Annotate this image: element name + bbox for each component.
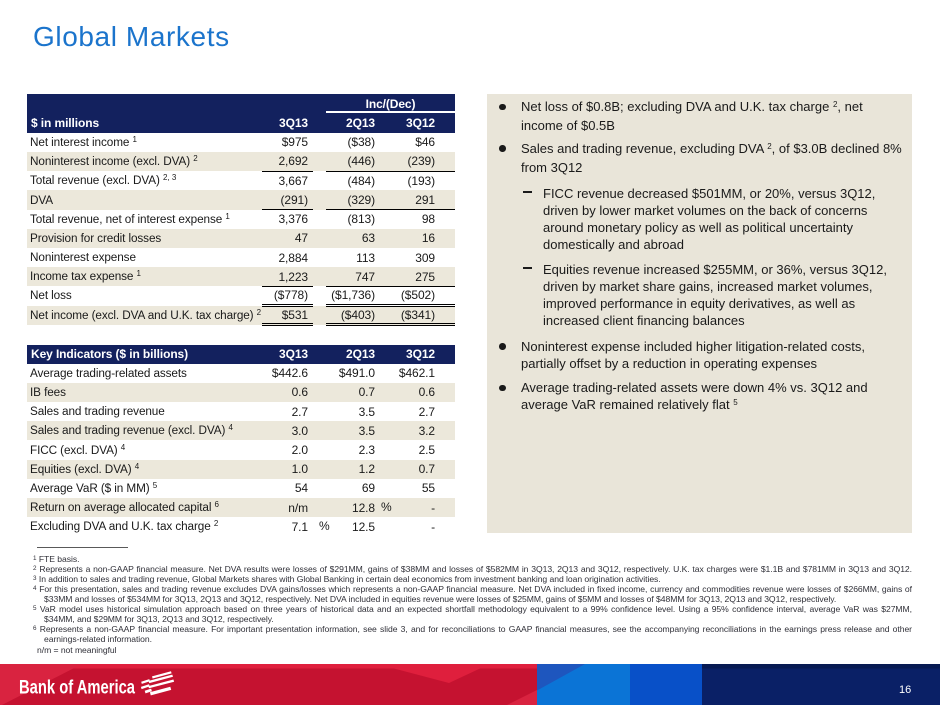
svg-text:Bank of America: Bank of America (19, 678, 135, 698)
